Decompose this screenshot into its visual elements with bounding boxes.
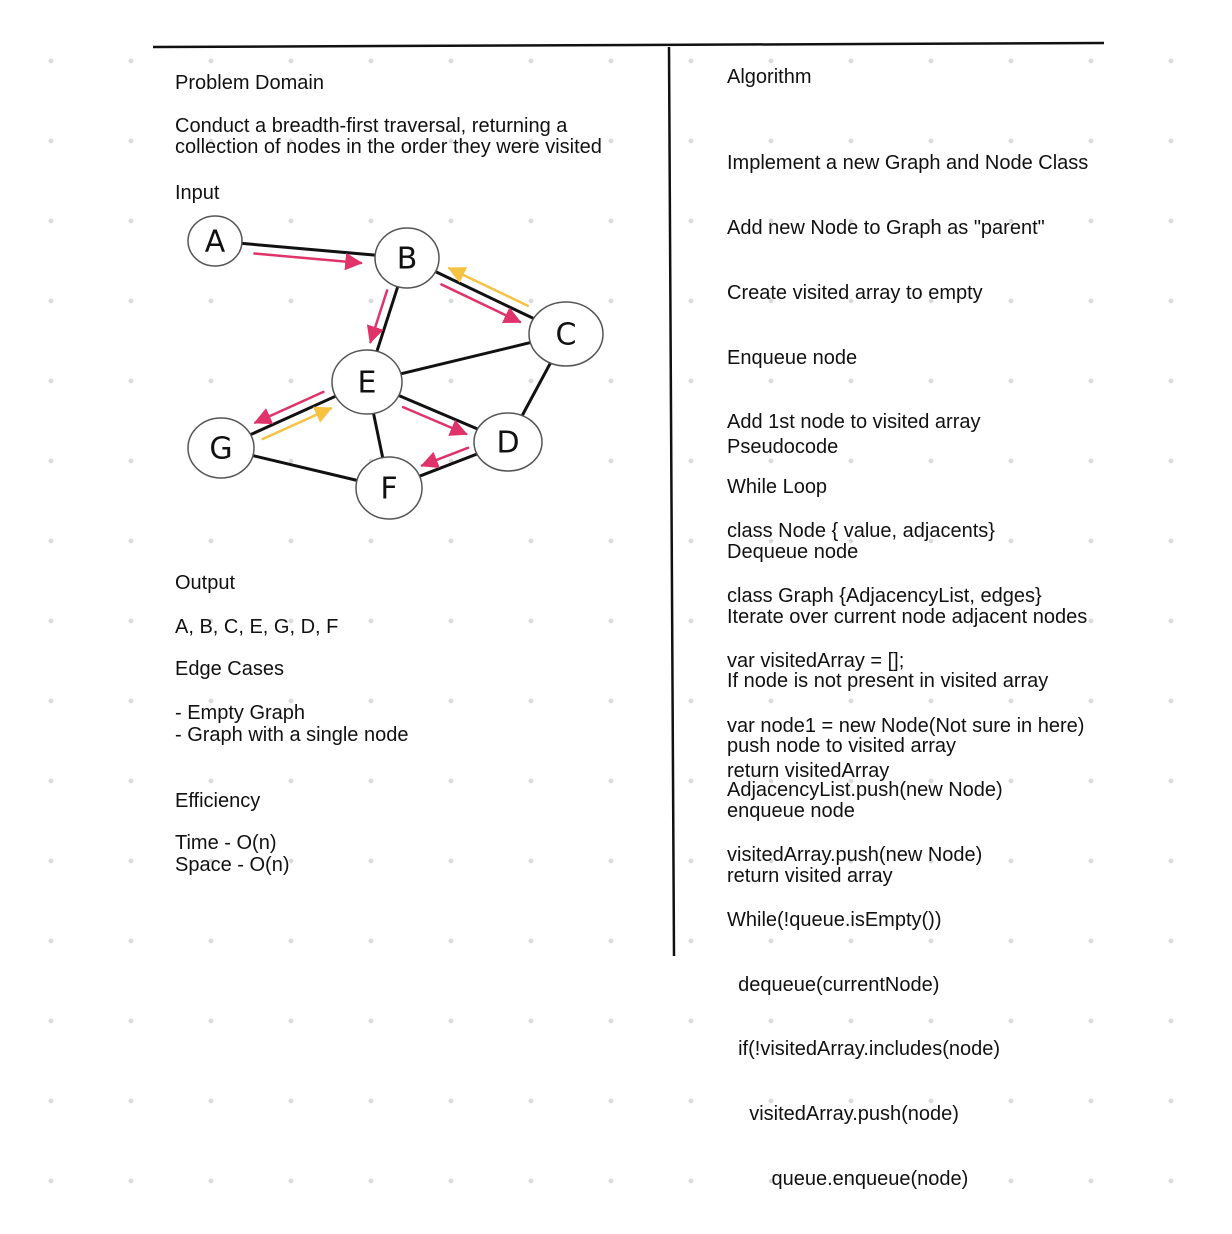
algorithm-step: Dequeue node	[727, 540, 859, 563]
edge-cases-heading: Edge Cases	[175, 658, 284, 680]
pseudocode-heading: Pseudocode	[727, 436, 839, 458]
traversal-arrow-d-f	[420, 446, 470, 469]
algorithm-step: Iterate over current node adjacent nodes	[727, 605, 1088, 628]
pseudocode-line: var node1 = new Node(Not sure in here)	[727, 714, 1085, 737]
algorithm-step: While Loop	[727, 476, 828, 499]
traversal-arrow-e-g	[253, 390, 325, 425]
output-heading: Output	[175, 572, 236, 594]
graph-edge-c-d	[520, 361, 552, 418]
input-heading: Input	[175, 182, 220, 204]
pseudocode-line: var visitedArray = [];	[727, 649, 905, 672]
graph-node-label: B	[397, 242, 418, 277]
graph-node-label: D	[496, 426, 519, 461]
pseudocode-line: visitedArray.push(new Node)	[727, 844, 983, 867]
algorithm-step: Implement a new Graph and Node Class	[727, 152, 1089, 175]
graph-node-circle	[528, 301, 604, 367]
graph-edge-g-f	[251, 454, 359, 482]
graph-node-g: G	[187, 417, 255, 479]
pseudocode-return: return visitedArray	[727, 760, 890, 782]
graph-node-c: C	[528, 301, 604, 367]
graph-node-label: C	[556, 318, 577, 353]
edge-case-item: - Graph with a single node	[175, 724, 409, 746]
algorithm-heading: Algorithm	[727, 66, 812, 88]
efficiency-time: Time - O(n)	[175, 832, 277, 854]
pseudocode-line: While(!queue.isEmpty())	[727, 908, 942, 931]
traversal-arrow-g-e	[261, 406, 333, 441]
graph-node-circle	[187, 417, 255, 479]
output-value: A, B, C, E, G, D, F	[175, 616, 339, 638]
vertical-divider-line	[667, 46, 676, 957]
pseudocode-line: class Graph {AdjacencyList, edges}	[727, 584, 1042, 607]
pseudocode-line: dequeue(currentNode)	[727, 973, 940, 996]
algorithm-step: enqueue node	[727, 800, 855, 822]
graph-edge-f-d	[418, 452, 479, 478]
graph-node-d: D	[473, 412, 543, 472]
pseudocode-line: if(!visitedArray.includes(node)	[727, 1038, 1001, 1061]
graph-node-label: G	[209, 432, 232, 467]
graph-edge-b-e	[375, 285, 400, 353]
algorithm-step: Add 1st node to visited array	[727, 411, 981, 434]
graph-node-circle	[331, 349, 403, 415]
traversal-arrow-a-b	[253, 252, 363, 271]
graph-node-e: E	[331, 349, 403, 415]
pseudocode-line: queue.enqueue(node)	[727, 1168, 969, 1190]
problem-domain-heading: Problem Domain	[175, 72, 324, 94]
graph-edge-e-g	[249, 394, 338, 437]
efficiency-space: Space - O(n)	[175, 854, 290, 876]
algorithm-steps: Implement a new Graph and Node Class Add…	[727, 110, 1088, 931]
efficiency-heading: Efficiency	[175, 790, 261, 812]
traversal-arrows	[253, 252, 529, 469]
algorithm-step: Create visited array to empty	[727, 281, 983, 304]
traversal-arrow-b-e	[366, 289, 389, 344]
algorithm-step: return visited array	[727, 864, 893, 887]
graph-edge-b-c	[434, 270, 536, 321]
diagram-layer: A B C E G D F	[152, 41, 1105, 957]
graph-node-label: A	[205, 225, 226, 260]
graph-node-circle	[187, 215, 243, 267]
traversal-arrow-b-c	[440, 283, 522, 324]
graph-node-f: F	[355, 456, 423, 520]
graph-node-circle	[374, 227, 440, 289]
problem-domain-description: Conduct a breadth-first traversal, retur…	[175, 115, 602, 158]
algorithm-step: Enqueue node	[727, 346, 858, 369]
algorithm-step: Add new Node to Graph as "parent"	[727, 216, 1045, 239]
algorithm-step: If node is not present in visited array	[727, 670, 1049, 693]
traversal-arrow-e-d	[401, 405, 468, 436]
graph-edge-e-f	[372, 411, 385, 460]
top-divider-line	[152, 41, 1105, 49]
algorithm-step: push node to visited array	[727, 735, 957, 758]
whiteboard-canvas: A B C E G D F Problem Domain Conduct a breadth…	[152, 41, 1105, 1190]
edge-case-item: - Empty Graph	[175, 702, 306, 724]
graph-node-circle	[473, 412, 543, 472]
graph-node-label: E	[358, 366, 377, 401]
pseudocode-line: visitedArray.push(node)	[727, 1103, 959, 1126]
graph-node-label: F	[380, 472, 397, 507]
traversal-arrow-c-b	[447, 266, 529, 307]
pseudocode-line: AdjacencyList.push(new Node)	[727, 779, 1003, 802]
graph-node-b: B	[374, 227, 440, 289]
graph-node-a: A	[187, 215, 243, 267]
pseudocode-line: class Node { value, adjacents}	[727, 520, 995, 543]
pseudocode-block: class Node { value, adjacents} class Gra…	[727, 478, 1084, 1234]
graph-edge-e-d	[397, 394, 480, 431]
graph-node-circle	[355, 456, 423, 520]
graph-nodes: A B C E G D F	[187, 215, 604, 520]
graph-edge-e-c	[399, 341, 532, 376]
